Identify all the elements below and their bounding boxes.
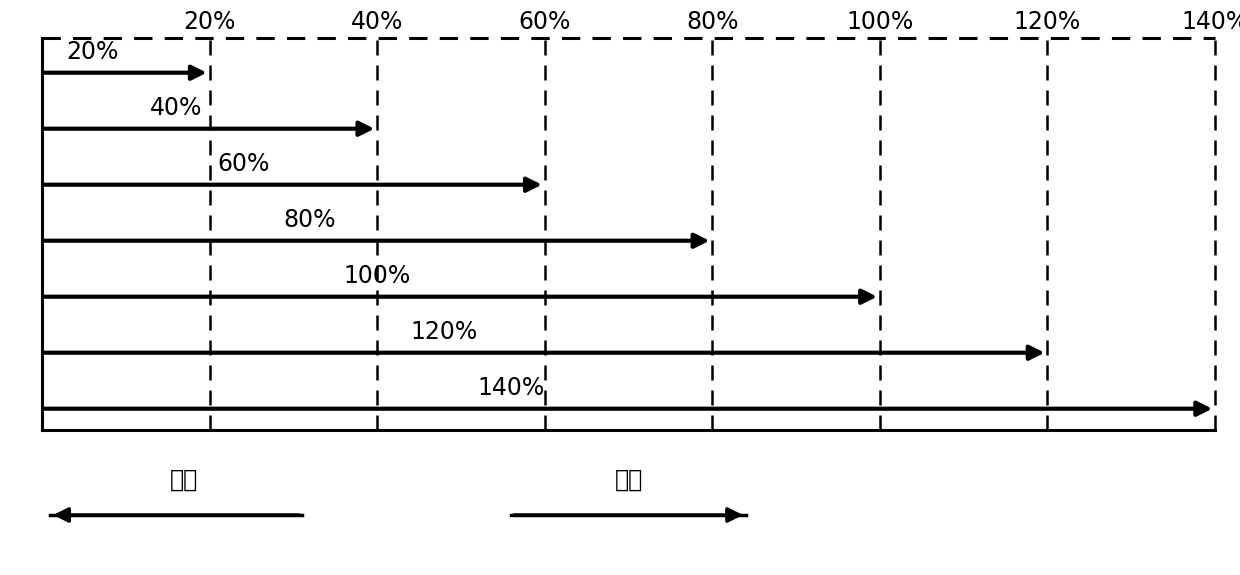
Text: 降低: 降低 [170, 468, 198, 492]
Text: 40%: 40% [150, 96, 202, 120]
Text: 120%: 120% [410, 320, 477, 344]
Text: 140%: 140% [477, 376, 544, 400]
Text: 60%: 60% [518, 10, 570, 34]
Text: 100%: 100% [343, 264, 410, 288]
Text: 80%: 80% [284, 208, 336, 232]
Text: 100%: 100% [846, 10, 914, 34]
Text: 80%: 80% [686, 10, 739, 34]
Text: 升高: 升高 [614, 468, 642, 492]
Text: 20%: 20% [184, 10, 236, 34]
Text: 20%: 20% [66, 40, 119, 64]
Text: 60%: 60% [217, 152, 269, 176]
Text: 120%: 120% [1014, 10, 1081, 34]
Text: 40%: 40% [351, 10, 403, 34]
Text: 140%: 140% [1182, 10, 1240, 34]
